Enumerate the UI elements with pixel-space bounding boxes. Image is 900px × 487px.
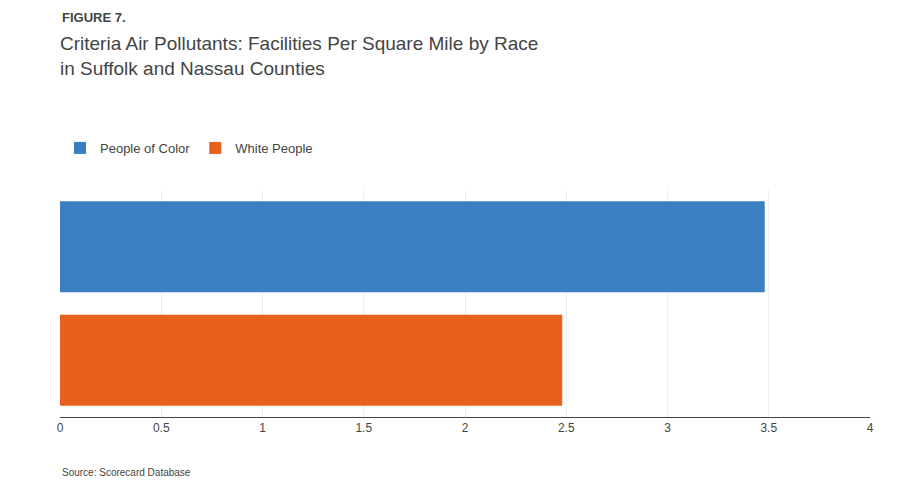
svg-text:Source: Scorecard Database: Source: Scorecard Database [62, 467, 191, 478]
svg-text:3: 3 [664, 421, 671, 435]
svg-text:Criteria Air Pollutants: Facil: Criteria Air Pollutants: Facilities Per … [60, 33, 538, 79]
svg-text:2: 2 [462, 421, 469, 435]
svg-text:3.5: 3.5 [760, 421, 777, 435]
svg-text:4: 4 [867, 421, 874, 435]
svg-text:People of Color: People of Color [100, 141, 190, 156]
svg-text:0: 0 [57, 421, 64, 435]
svg-text:1: 1 [259, 421, 266, 435]
svg-text:FIGURE 7.: FIGURE 7. [62, 10, 126, 25]
svg-text:2.5: 2.5 [558, 421, 575, 435]
svg-text:White People: White People [235, 141, 312, 156]
svg-text:0.5: 0.5 [153, 421, 170, 435]
svg-text:1.5: 1.5 [355, 421, 372, 435]
